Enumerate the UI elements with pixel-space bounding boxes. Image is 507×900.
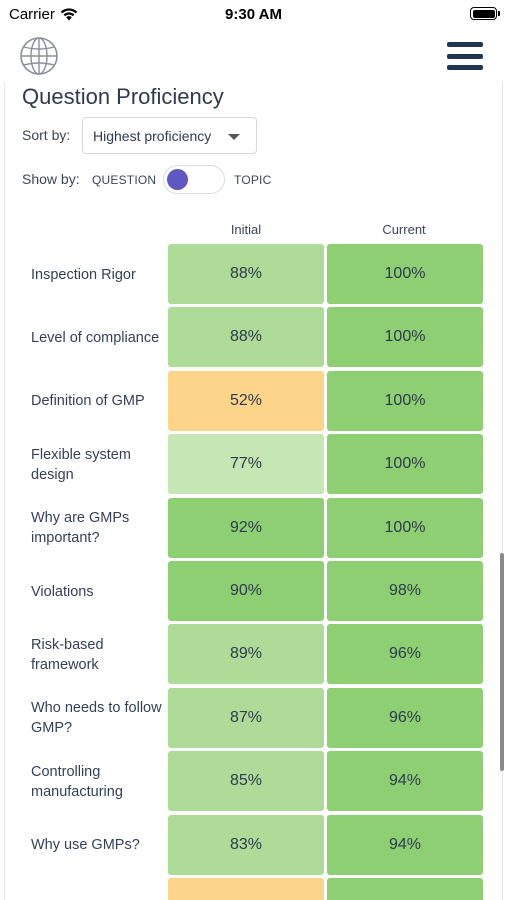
question-label: Violations [31,583,94,600]
question-label: Who needs to follow GMP? [31,700,162,737]
current-score-cell: 100% [327,434,483,495]
question-label: Why are GMPs important? [31,510,130,547]
current-score-cell: 100% [327,307,483,368]
scrollbar[interactable] [500,553,504,771]
question-label: Risk-based framework [31,636,104,673]
show-by-toggle[interactable] [163,165,225,194]
initial-score-cell: 52% [168,370,324,431]
show-by-topic-option[interactable]: TOPIC [234,173,272,187]
question-label: Definition of GMP [31,393,145,410]
current-score-cell: 100% [327,370,483,431]
table-row: Controlling manufacturing 85% 94% [0,751,507,812]
battery-icon [470,7,500,20]
table-row: Why are GMPs important? 92% 100% [0,497,507,559]
initial-score-cell: 87% [168,687,324,748]
initial-score-cell: 90% [168,561,324,621]
carrier-label: Carrier [9,6,55,23]
current-score-cell: 100% [327,497,483,558]
show-by-label: Show by: [22,171,80,187]
table-row: Risk-based framework 89% 96% [0,624,507,685]
initial-score-cell: 92% [168,497,324,558]
chevron-down-icon [228,134,240,140]
initial-score-cell: 88% [168,307,324,368]
current-score-cell: 100% [327,244,483,304]
page-title: Question Proficiency [22,84,224,109]
initial-score-cell [168,878,324,900]
table-row: Who needs to follow GMP? 87% 96% [0,687,507,749]
current-score-cell: 96% [327,687,483,748]
status-time: 9:30 AM [225,6,282,23]
table-row: Definition of GMP 52% 100% [0,370,507,432]
content-card [4,82,503,900]
sort-value: Highest proficiency [93,127,212,144]
column-header-current: Current [382,222,426,237]
table-row: Quality problem [0,878,507,900]
table-row: Inspection Rigor 88% 100% [0,244,507,305]
question-label: Inspection Rigor [31,266,136,283]
initial-score-cell: 85% [168,751,324,812]
question-label: Level of compliance [31,329,160,346]
current-score-cell [327,878,483,900]
show-by-question-option[interactable]: QUESTION [92,173,157,187]
question-label: Why use GMPs? [31,837,140,854]
question-label: Flexible system design [31,446,131,483]
table-row: Violations 90% 98% [0,561,507,622]
table-row: Why use GMPs? 83% 94% [0,814,507,876]
initial-score-cell: 88% [168,244,324,304]
carrier: Carrier [9,6,78,23]
sort-dropdown[interactable]: Highest proficiency [82,117,257,154]
question-label: Controlling manufacturing [31,763,123,800]
wifi-icon [60,8,78,21]
current-score-cell: 94% [327,814,483,875]
sort-label: Sort by: [22,127,71,143]
table-row: Flexible system design 77% 100% [0,434,507,495]
initial-score-cell: 83% [168,814,324,875]
status-bar: Carrier 9:30 AM [0,0,507,30]
initial-score-cell: 89% [168,624,324,685]
current-score-cell: 98% [327,561,483,621]
column-header-initial: Initial [230,222,262,237]
toggle-knob [167,169,188,190]
current-score-cell: 96% [327,624,483,685]
table-row: Level of compliance 88% 100% [0,307,507,368]
hamburger-menu-icon[interactable] [447,42,483,70]
globe-icon[interactable] [19,36,59,76]
nav-bar [0,34,507,78]
question-label: Quality problem [31,878,165,900]
initial-score-cell: 77% [168,434,324,495]
current-score-cell: 94% [327,751,483,812]
